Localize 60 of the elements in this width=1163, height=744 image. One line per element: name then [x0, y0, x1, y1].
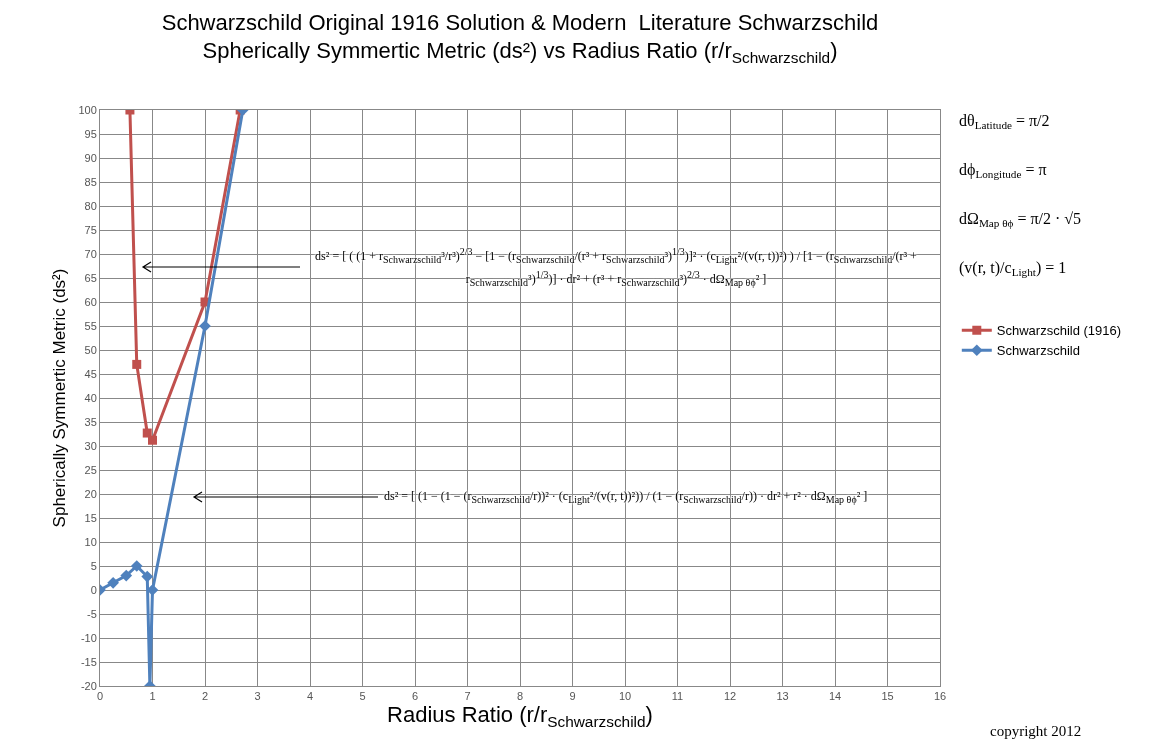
y-tick-label: -15	[80, 655, 97, 668]
x-tick-label: 2	[201, 690, 209, 703]
point	[107, 576, 119, 589]
y-tick-label: 10	[84, 535, 97, 548]
x-tick-label: 11	[671, 690, 684, 703]
point	[130, 560, 143, 572]
x-tick-label: 8	[516, 690, 524, 703]
y-tick-label: 75	[84, 223, 97, 236]
y-tick-label: 90	[84, 151, 97, 164]
y-tick-label: -20	[80, 679, 97, 692]
y-tick-label: 55	[84, 319, 97, 332]
point	[148, 435, 157, 445]
y-tick-label: 60	[84, 295, 97, 308]
text: ds² = [ (1 − (1 − (r$_{Schwarzschild}$/r))² · (c$_{Light}$²/(v(r, t))²)) / (1 − (r$_{Schwarzschild}$/r)) · dr² + r² · dΩ$_{Map θϕ}$² ]	[384, 489, 868, 506]
y-tick-label: 40	[84, 391, 97, 404]
text: copyright 2012	[990, 723, 1082, 739]
y-tick-label: 25	[84, 463, 97, 476]
text: dϕ$_{Longitude}$ = π	[959, 161, 1047, 181]
x-tick-label: 13	[776, 690, 789, 703]
point	[141, 570, 154, 583]
x-tick-label: 14	[828, 690, 842, 703]
x-tick-label: 15	[881, 690, 894, 703]
y-tick-label: -10	[80, 631, 97, 644]
y-tick-label: 30	[84, 439, 97, 452]
text: (v(r, t)/c$_{Light}$) = 1	[959, 259, 1067, 279]
y-axis-title: Spherically Symmertic Metric (ds²)	[49, 268, 69, 528]
x-axis-title: Radius Ratio (r/r$_{Schwarzschild}$)	[387, 702, 653, 730]
x-tick-label: 10	[618, 690, 632, 703]
y-tick-label: 85	[84, 175, 97, 188]
legend-label: Schwarzschild (1916)	[996, 323, 1122, 339]
y-tick-label: 80	[84, 199, 97, 212]
text: dθ$_{Latitude}$ = π/2	[959, 112, 1050, 132]
y-tick-label: 5	[90, 559, 97, 572]
legend-label: Schwarzschild	[996, 343, 1080, 359]
y-tick-label: 35	[84, 415, 97, 428]
x-tick-label: 12	[723, 690, 737, 703]
x-tick-label: 6	[411, 690, 419, 703]
y-tick-label: 20	[84, 487, 97, 500]
y-tick-label: 15	[84, 511, 97, 524]
point	[142, 428, 152, 438]
x-tick-label: 9	[569, 690, 576, 703]
text: dΩ$_{Map θϕ}$ = π/2 · √5	[959, 210, 1082, 230]
point	[132, 359, 142, 369]
y-tick-label: 70	[84, 247, 97, 260]
y-tick-label: 65	[84, 271, 97, 284]
y-tick-label: 95	[84, 127, 97, 140]
y-tick-label: 45	[84, 367, 97, 380]
y-tick-label: 100	[78, 103, 97, 116]
y-tick-label: 50	[84, 343, 97, 356]
x-tick-label: 1	[149, 690, 156, 703]
x-tick-label: 4	[306, 690, 314, 703]
text: ds² = [ ( (1 + r$_{Schwarzschild}$³/r³)$^{2/3}$ − [1 − (r$_{Schwarzschild}$/(r³ + r$_{Schwarzschild}$³)$^{1/3}$)]² · (c$_{Light}$²/(v(r, t))²) ) / [1 − (r$_{Schwarzschild}$/(r³ + r$_{Schwarzschild}$³)$^{1/3}$)] · dr² + (r³ + r$_{Schwarzschild}$³)$^{2/3}$ · dΩ$_{Map θϕ}$² ]	[315, 245, 917, 289]
y-tick-label: 0	[90, 583, 97, 596]
x-tick-label: 5	[359, 690, 366, 703]
chart-title: Schwarzschild Original 1916 Solution & Modern Literature Schwarzschild Spherically Symmertic Metric (ds²) vs Radius Ratio (r/r$_{Schwarzschild}$)	[161, 9, 879, 66]
x-tick-label: 3	[254, 690, 261, 703]
point	[120, 569, 133, 582]
y-tick-label: -5	[87, 607, 97, 620]
x-tick-label: 16	[933, 690, 947, 703]
x-tick-label: 7	[464, 690, 471, 703]
